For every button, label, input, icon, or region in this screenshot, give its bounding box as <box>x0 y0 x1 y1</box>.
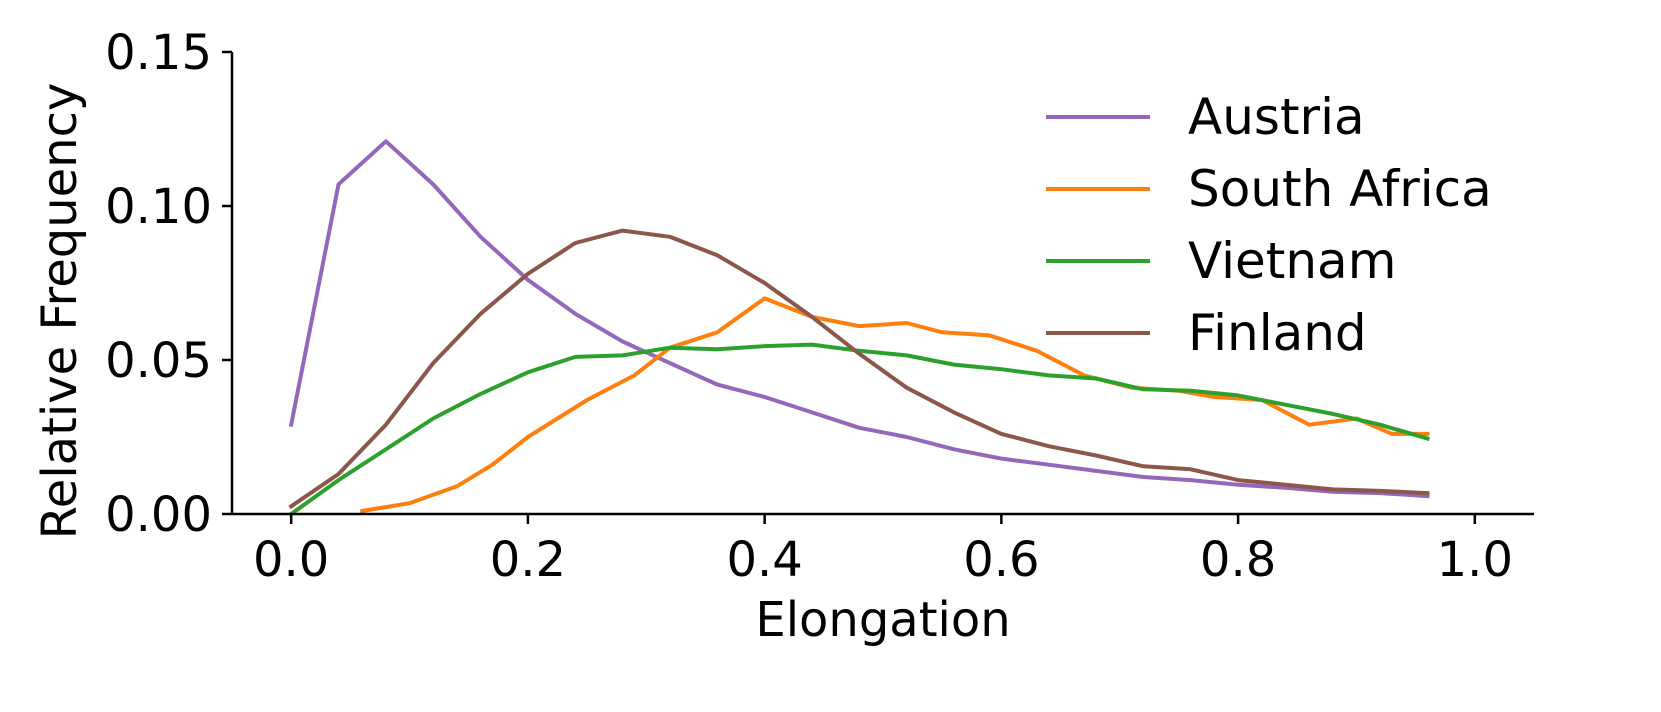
x-tick-label: 0.8 <box>1200 532 1276 588</box>
y-tick-label: 0.15 <box>105 25 212 81</box>
y-tick-label: 0.10 <box>105 179 212 235</box>
legend-label: South Africa <box>1188 160 1492 218</box>
x-axis-label: Elongation <box>755 592 1010 648</box>
x-tick-label: 0.0 <box>253 532 329 588</box>
series-line-austria <box>288 139 1430 499</box>
y-tick-label: 0.05 <box>105 333 212 389</box>
x-tick-label: 0.2 <box>490 532 566 588</box>
series-line-finland <box>288 228 1430 510</box>
y-axis-label: Relative Frequency <box>32 83 88 540</box>
legend-label: Finland <box>1188 304 1367 362</box>
axes <box>230 52 1534 516</box>
x-tick-label: 1.0 <box>1437 532 1513 588</box>
series-layer <box>288 139 1430 517</box>
legend-label: Vietnam <box>1188 232 1396 290</box>
legend: Austria South Africa Vietnam Finland <box>1046 88 1492 362</box>
y-tick-label: 0.00 <box>105 487 212 543</box>
legend-label: Austria <box>1188 88 1365 146</box>
x-tick-label: 0.6 <box>963 532 1039 588</box>
x-tick-label: 0.4 <box>726 532 802 588</box>
ticks: 0.0 0.2 0.4 0.6 0.8 1.0 0.00 0.05 0.10 0.15 <box>105 25 1513 588</box>
series-line-vietnam <box>288 342 1430 517</box>
